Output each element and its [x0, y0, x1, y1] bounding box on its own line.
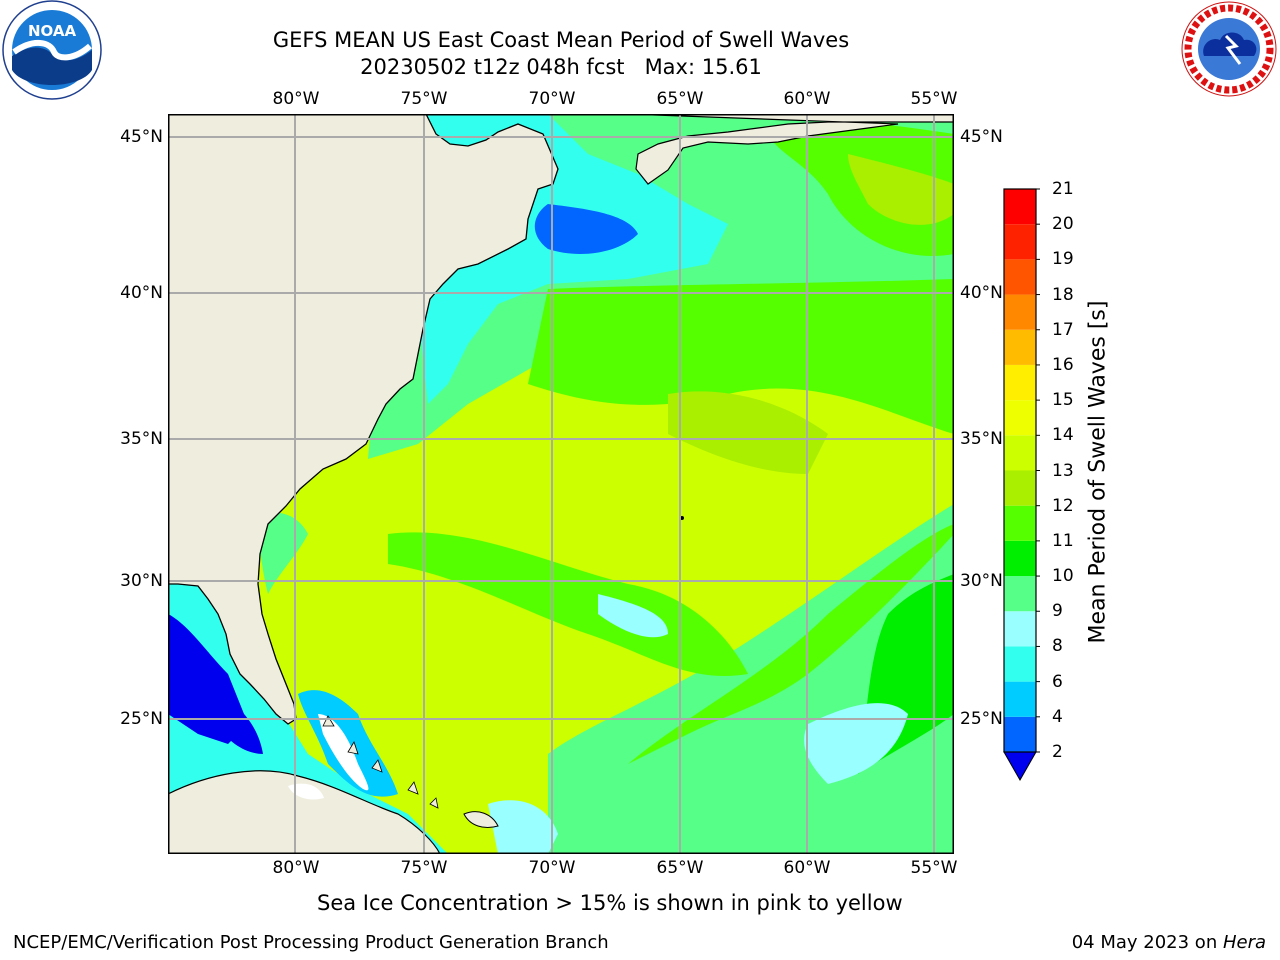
swell-pocket-southeast-cyan: [804, 703, 908, 784]
colorbar-label: 9: [1052, 601, 1063, 622]
lat-label-right-25n: 25°N: [960, 709, 1003, 729]
colorbar-label: 2: [1052, 742, 1063, 762]
noaa-logo: NOAA: [2, 0, 102, 100]
land-cuba: [168, 770, 441, 854]
colorbar-swatch: [1004, 470, 1036, 506]
colorbar-swatch: [1004, 329, 1036, 365]
swell-zone-ne-yellowgreen: [848, 154, 954, 225]
colorbar-label: 14: [1052, 425, 1074, 446]
colorbar-swatch: [1004, 716, 1036, 752]
colorbar-label: 16: [1052, 354, 1074, 375]
swell-zone-gulf-stream: [528, 279, 954, 434]
colorbar-swatch: [1004, 435, 1036, 471]
colorbar-title: Mean Period of Swell Waves [s]: [1085, 300, 1111, 644]
colorbar-label: 13: [1052, 460, 1074, 481]
lon-label-bottom-70w: 70°W: [528, 858, 576, 878]
land-north-america: [168, 114, 559, 725]
lon-label-bottom-65w: 65°W: [656, 858, 704, 878]
colorbar-label: 20: [1052, 214, 1074, 235]
colorbar-swatch: [1004, 540, 1036, 577]
colorbar: [1003, 188, 1040, 782]
chart-title-line2: 20230502 t12z 048h fcst Max: 15.61: [360, 55, 762, 79]
bahamas-banks-white: [318, 714, 369, 791]
lon-label-bottom-75w: 75°W: [400, 858, 448, 878]
colorbar-swatch: [1004, 400, 1036, 436]
lat-label-left-35n: 35°N: [120, 429, 163, 449]
colorbar-swatch: [1004, 505, 1036, 541]
footer-right: 04 May 2023 on Hera: [1072, 932, 1266, 953]
colorbar-swatch: [1004, 189, 1036, 225]
sea-ice-caption: Sea Ice Concentration > 15% is shown in …: [317, 891, 903, 915]
lon-label-top-60w: 60°W: [783, 89, 831, 109]
colorbar-swatch: [1004, 576, 1036, 612]
colorbar-swatch: [1004, 611, 1036, 647]
colorbar-swatch: [1004, 364, 1036, 401]
map-frame: [168, 114, 954, 854]
swell-zone-mid-yellowgreen: [668, 391, 828, 474]
chart-title-line1: GEFS MEAN US East Coast Mean Period of S…: [272, 28, 850, 52]
lon-label-top-65w: 65°W: [656, 89, 704, 109]
lat-label-left-30n: 30°N: [120, 571, 163, 591]
lon-label-top-70w: 70°W: [528, 89, 576, 109]
lat-label-right-40n: 40°N: [960, 283, 1003, 303]
lon-label-top-75w: 75°W: [400, 89, 448, 109]
cuba-inland-white: [288, 783, 324, 800]
nws-logo: [1181, 1, 1277, 97]
colorbar-label: 19: [1052, 249, 1074, 270]
colorbar-swatch: [1004, 294, 1036, 330]
footer-host: Hera: [1222, 932, 1266, 953]
colorbar-label: 11: [1052, 530, 1074, 551]
lon-label-bottom-55w: 55°W: [910, 858, 958, 878]
lat-label-left-45n: 45°N: [120, 127, 163, 147]
lat-label-left-25n: 25°N: [120, 709, 163, 729]
colorbar-swatch: [1004, 646, 1036, 682]
colorbar-label: 4: [1052, 706, 1063, 727]
lat-label-right-45n: 45°N: [960, 127, 1003, 147]
colorbar-label: 18: [1052, 284, 1074, 305]
colorbar-swatch: [1004, 681, 1036, 717]
colorbar-label: 6: [1052, 671, 1063, 692]
lon-label-top-80w: 80°W: [272, 89, 320, 109]
colorbar-swatch: [1004, 259, 1036, 295]
colorbar-swatch: [1004, 224, 1036, 260]
swell-band-southeast-green: [628, 524, 954, 764]
colorbar-label: 8: [1052, 636, 1063, 657]
colorbar-underflow-arrow: [1003, 751, 1037, 782]
lat-label-right-30n: 30°N: [960, 571, 1003, 591]
colorbar-label: 12: [1052, 495, 1074, 516]
swell-pocket-gulf-dark-2: [218, 694, 263, 754]
swell-ribbon-interior: [388, 532, 748, 676]
swell-pocket-gulf-of-maine: [534, 204, 638, 254]
lat-label-right-35n: 35°N: [960, 429, 1003, 449]
swell-pocket-caribbean-cyan: [488, 800, 558, 854]
noaa-logo-text: NOAA: [28, 22, 77, 40]
swell-pocket-interior-cyan: [598, 594, 668, 638]
colorbar-label: 21: [1052, 179, 1074, 199]
lat-label-left-40n: 40°N: [120, 283, 163, 303]
colorbar-label: 15: [1052, 390, 1074, 411]
swell-period-map: [168, 114, 954, 854]
land-bahamas-islands: [322, 715, 439, 809]
lon-label-bottom-80w: 80°W: [272, 858, 320, 878]
lon-label-top-55w: 55°W: [910, 89, 958, 109]
lon-label-bottom-60w: 60°W: [783, 858, 831, 878]
footer-date: 04 May 2023 on: [1071, 932, 1223, 953]
colorbar-label: 10: [1052, 566, 1074, 587]
land-hispaniola-islet: [463, 811, 499, 828]
footer-left: NCEP/EMC/Verification Post Processing Pr…: [13, 932, 609, 953]
colorbar-label: 17: [1052, 319, 1074, 340]
gridlines: [168, 114, 954, 854]
